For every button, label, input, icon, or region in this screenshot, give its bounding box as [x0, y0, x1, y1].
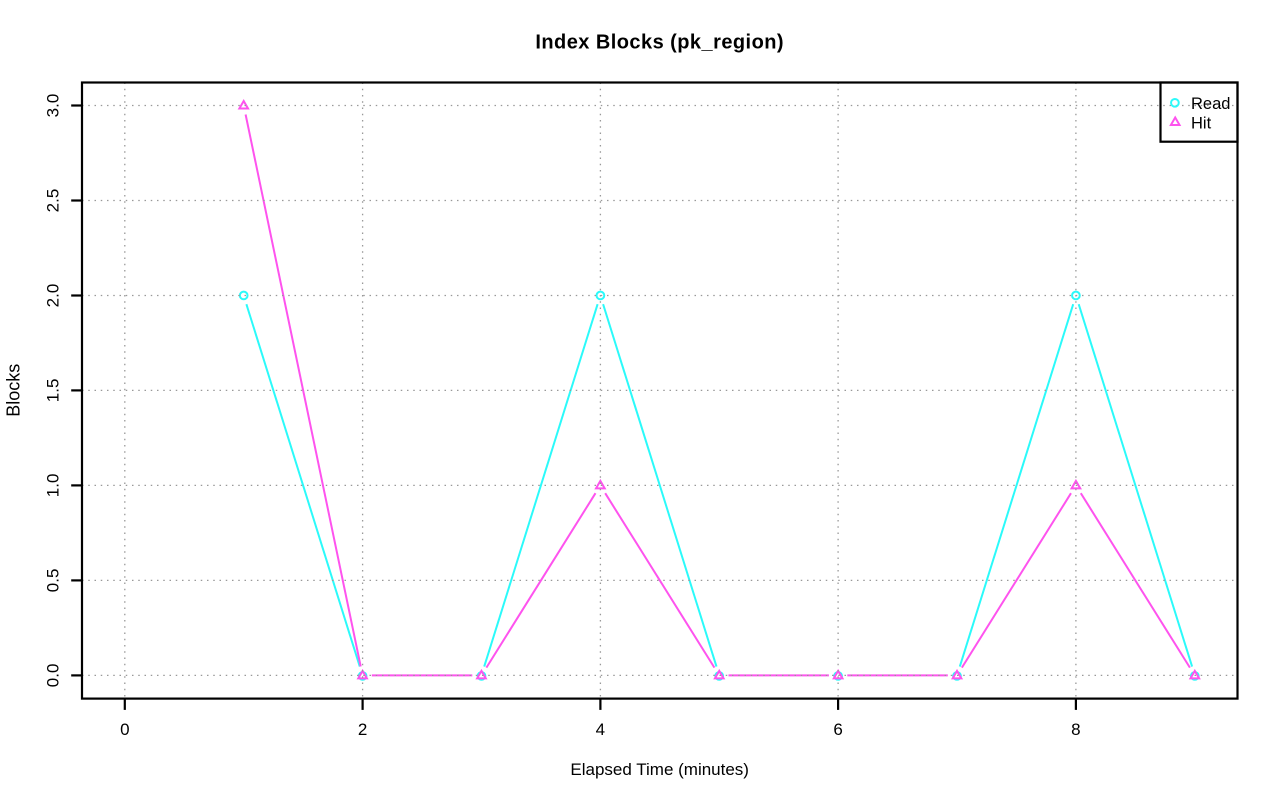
- svg-text:3.0: 3.0: [44, 94, 63, 118]
- svg-text:Elapsed Time (minutes): Elapsed Time (minutes): [570, 760, 749, 779]
- svg-text:2.0: 2.0: [44, 284, 63, 308]
- svg-text:2: 2: [358, 720, 367, 739]
- svg-text:8: 8: [1071, 720, 1080, 739]
- svg-text:4: 4: [596, 720, 605, 739]
- svg-text:Index Blocks (pk_region): Index Blocks (pk_region): [535, 32, 784, 54]
- svg-text:0.5: 0.5: [44, 569, 63, 593]
- svg-text:1.5: 1.5: [44, 379, 63, 403]
- svg-text:Read: Read: [1191, 95, 1230, 113]
- svg-text:2.5: 2.5: [44, 189, 63, 213]
- svg-text:0.0: 0.0: [44, 664, 63, 688]
- svg-text:Blocks: Blocks: [4, 364, 24, 417]
- svg-text:0: 0: [120, 720, 129, 739]
- svg-text:1.0: 1.0: [44, 474, 63, 498]
- svg-text:Hit: Hit: [1191, 114, 1212, 132]
- svg-text:6: 6: [833, 720, 842, 739]
